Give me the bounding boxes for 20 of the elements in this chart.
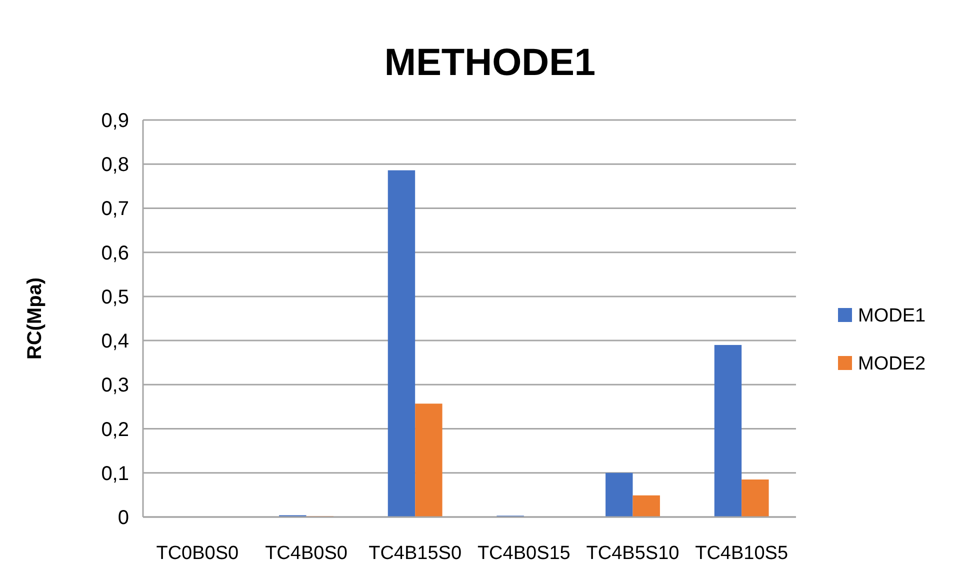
y-tick-label: 0,8 bbox=[101, 154, 129, 176]
y-tick-label: 0,3 bbox=[101, 374, 129, 397]
x-tick-label: TC4B5S10 bbox=[586, 543, 680, 564]
x-tick-label: TC4B10S5 bbox=[695, 543, 788, 564]
y-tick-label: 0,1 bbox=[101, 462, 129, 485]
y-tick-label: 0,5 bbox=[101, 286, 129, 308]
y-axis-title: RC(Mpa) bbox=[24, 277, 46, 360]
y-tick-label: 0,6 bbox=[101, 242, 129, 264]
y-tick-label: 0,4 bbox=[101, 330, 129, 353]
legend-label: MODE1 bbox=[858, 306, 926, 327]
x-tick-label: TC4B0S15 bbox=[477, 543, 570, 564]
chart-title: METHODE1 bbox=[384, 42, 596, 84]
y-tick-label: 0,2 bbox=[101, 418, 129, 441]
x-tick-label: TC4B15S0 bbox=[368, 543, 462, 564]
y-tick-label: 0,7 bbox=[101, 198, 129, 220]
x-tick-label: TC0B0S0 bbox=[156, 543, 239, 564]
legend-label: MODE2 bbox=[858, 354, 926, 375]
y-tick-label: 0,9 bbox=[101, 110, 129, 132]
x-tick-label: TC4B0S0 bbox=[265, 543, 348, 564]
y-tick-label: 0 bbox=[118, 507, 129, 529]
